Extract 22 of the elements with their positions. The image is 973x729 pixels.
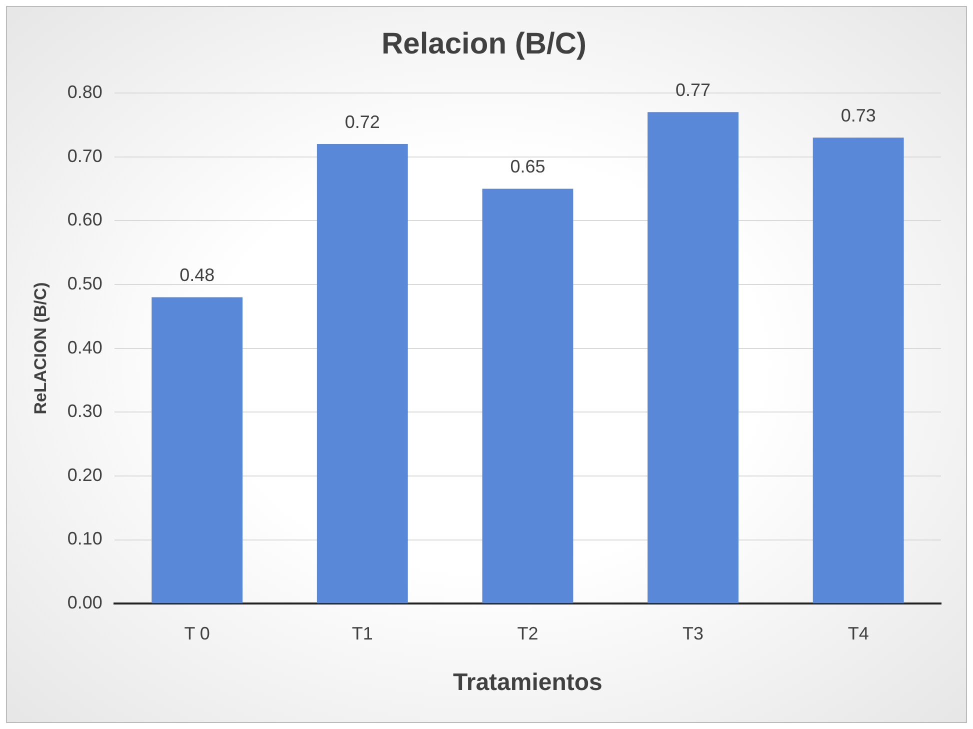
y-tick-label: 0.70 (67, 146, 102, 166)
x-tick-label: T4 (848, 623, 869, 644)
x-tick-label: T1 (352, 623, 373, 644)
data-label: 0.72 (344, 112, 380, 132)
data-label: 0.48 (180, 265, 215, 286)
y-tick-label: 0.40 (67, 337, 102, 358)
y-tick-label: 0.60 (67, 210, 102, 230)
data-label: 0.65 (510, 156, 546, 177)
data-label: 0.73 (840, 106, 876, 126)
x-tick-label: T 0 (184, 623, 210, 644)
y-tick-label: 0.80 (67, 82, 102, 102)
y-tick-label: 0.10 (67, 528, 102, 549)
x-axis-title: Tratamientos (453, 669, 602, 696)
x-tick-label: T3 (682, 623, 704, 644)
y-tick-label: 0.00 (67, 592, 102, 613)
y-tick-label: 0.30 (67, 401, 102, 422)
y-tick-label: 0.50 (67, 273, 102, 294)
x-tick-label: T2 (517, 623, 538, 644)
data-label: 0.77 (676, 80, 711, 100)
y-tick-label: 0.20 (67, 464, 102, 485)
chart-title: Relacion (B/C) (381, 27, 587, 60)
y-axis-title: ReLACION (B/C) (30, 282, 50, 414)
